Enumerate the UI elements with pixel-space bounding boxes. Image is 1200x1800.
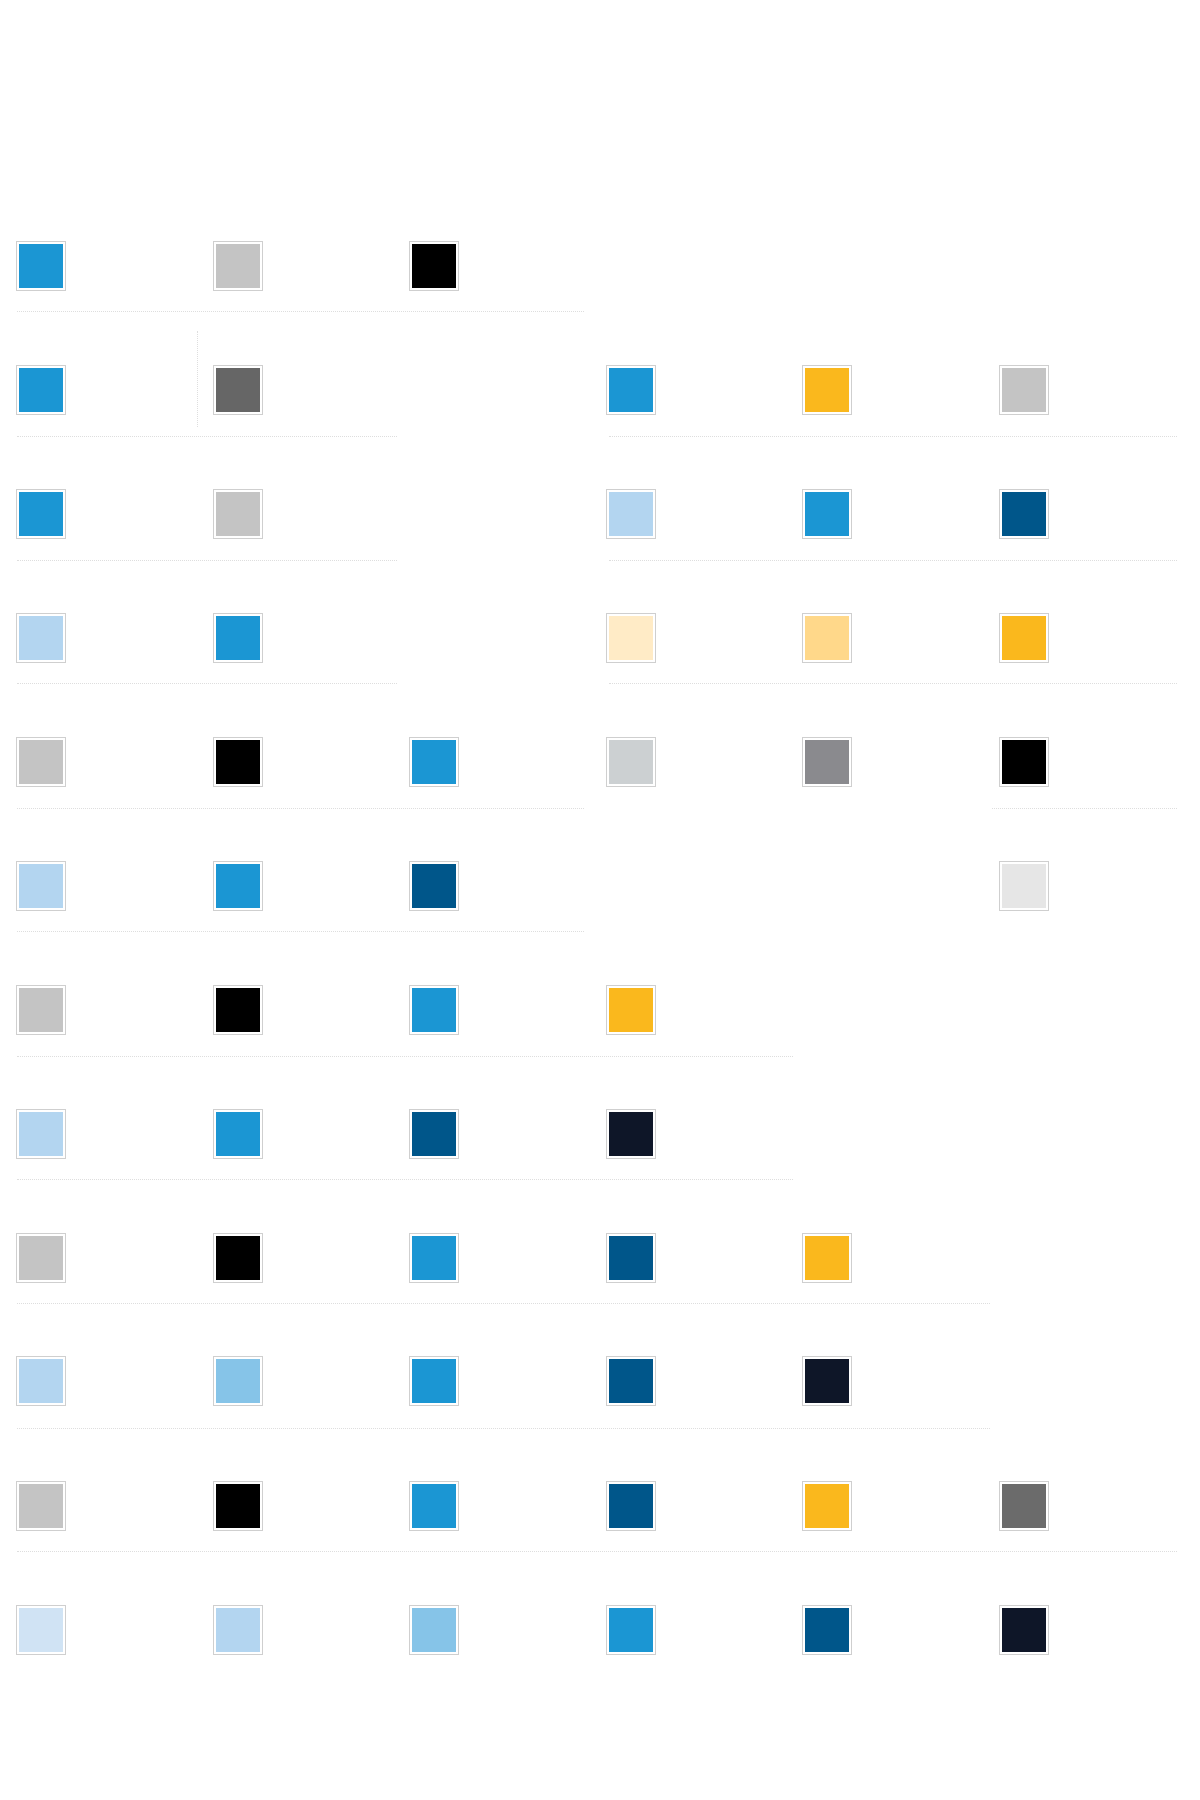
color-swatch — [17, 614, 65, 662]
color-swatch — [214, 366, 262, 414]
vertical-divider — [197, 331, 198, 427]
color-swatch — [803, 738, 851, 786]
color-swatch — [17, 242, 65, 290]
color-swatch — [1000, 1482, 1048, 1530]
color-swatch — [607, 366, 655, 414]
color-swatch — [410, 1357, 458, 1405]
color-swatch — [17, 1110, 65, 1158]
divider — [609, 436, 1177, 437]
color-swatch — [17, 738, 65, 786]
color-swatch — [214, 1357, 262, 1405]
color-swatch — [607, 1234, 655, 1282]
divider — [609, 683, 1177, 684]
color-swatch — [410, 1482, 458, 1530]
divider — [17, 311, 584, 312]
color-swatch — [410, 1234, 458, 1282]
color-swatch — [803, 1357, 851, 1405]
color-swatch — [607, 614, 655, 662]
divider — [17, 808, 584, 809]
color-swatch — [607, 1110, 655, 1158]
color-swatch — [17, 1482, 65, 1530]
color-swatch — [410, 1606, 458, 1654]
color-swatch — [214, 1606, 262, 1654]
divider — [17, 1551, 1177, 1552]
color-swatch — [607, 986, 655, 1034]
color-swatch — [214, 986, 262, 1034]
color-swatch — [214, 738, 262, 786]
color-swatch — [17, 1357, 65, 1405]
divider — [17, 1056, 793, 1057]
color-swatch — [607, 738, 655, 786]
color-swatch — [607, 1357, 655, 1405]
divider — [609, 560, 1177, 561]
color-swatch — [1000, 738, 1048, 786]
color-swatch — [214, 490, 262, 538]
color-swatch — [1000, 614, 1048, 662]
divider — [992, 808, 1177, 809]
color-swatch — [410, 862, 458, 910]
divider — [17, 1428, 990, 1429]
color-swatch — [17, 862, 65, 910]
divider — [17, 1179, 793, 1180]
color-swatch — [214, 1234, 262, 1282]
color-swatch — [214, 1110, 262, 1158]
color-swatch — [410, 1110, 458, 1158]
divider — [17, 560, 397, 561]
color-swatch — [214, 862, 262, 910]
divider — [17, 683, 397, 684]
divider — [17, 436, 397, 437]
color-swatch — [607, 490, 655, 538]
color-swatch — [410, 738, 458, 786]
color-swatch — [17, 1234, 65, 1282]
color-swatch — [17, 986, 65, 1034]
color-swatch — [607, 1606, 655, 1654]
color-swatch — [17, 490, 65, 538]
color-swatch — [1000, 366, 1048, 414]
divider — [17, 931, 584, 932]
color-swatch — [214, 1482, 262, 1530]
color-swatch — [1000, 1606, 1048, 1654]
color-swatch — [214, 614, 262, 662]
color-swatch — [803, 366, 851, 414]
color-swatch — [803, 1482, 851, 1530]
color-swatch — [410, 242, 458, 290]
color-swatch — [607, 1482, 655, 1530]
color-swatch — [803, 1606, 851, 1654]
color-swatch — [803, 490, 851, 538]
divider — [17, 1303, 990, 1304]
color-swatch — [1000, 490, 1048, 538]
color-swatch — [214, 242, 262, 290]
color-swatch — [803, 614, 851, 662]
color-swatch — [1000, 862, 1048, 910]
color-swatch — [803, 1234, 851, 1282]
color-swatch — [410, 986, 458, 1034]
color-swatch — [17, 1606, 65, 1654]
color-swatch — [17, 366, 65, 414]
